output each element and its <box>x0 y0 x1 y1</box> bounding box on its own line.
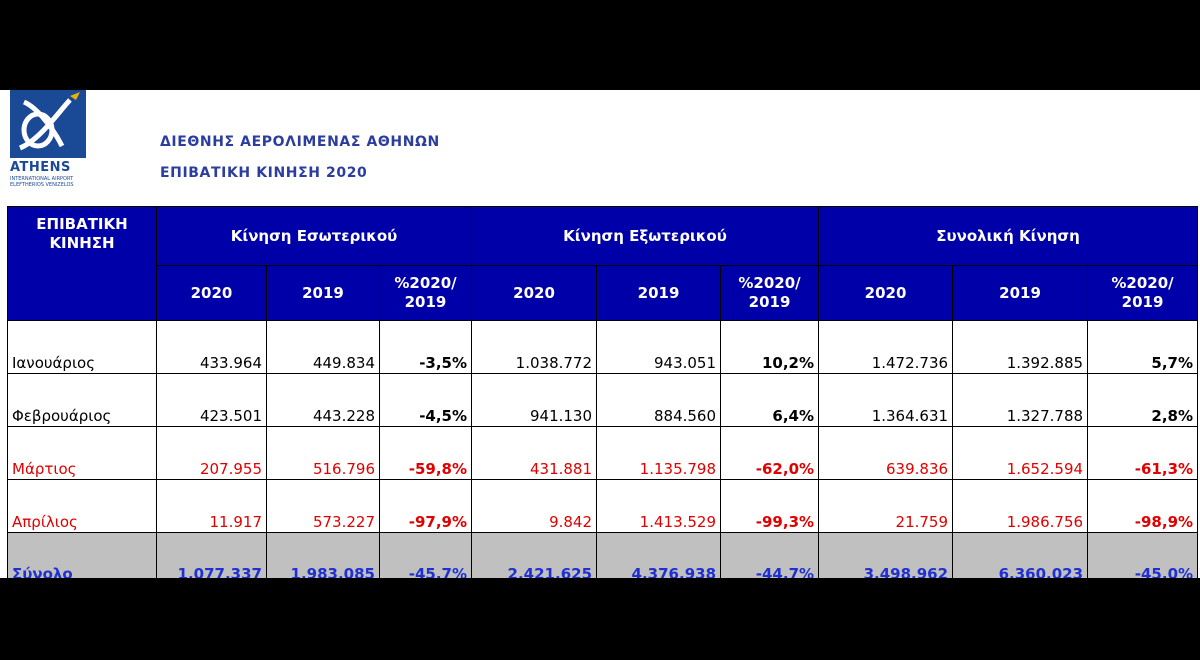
logo-subtitle-2: ELEFTHERIOS VENIZELOS <box>10 182 74 188</box>
pct-cell: 2,8% <box>1087 373 1199 427</box>
plane-swoosh-icon <box>18 92 80 151</box>
table-cell: 11.917 <box>156 479 267 533</box>
total-cell: 6.360.023 <box>952 532 1089 578</box>
total-pct-cell: -44,7% <box>720 532 820 578</box>
table-cell: 449.834 <box>266 320 380 374</box>
table-cell: 1.135.798 <box>596 426 722 480</box>
pct-cell: -4,5% <box>378 373 473 427</box>
pct-cell: -3,5% <box>378 320 473 374</box>
table-cell: 1.327.788 <box>952 373 1089 427</box>
table-row: Απρίλιος 11.917 573.227 -97,9% 9.842 1.4… <box>7 479 1199 533</box>
table-cell: 573.227 <box>266 479 380 533</box>
pct-cell: -59,8% <box>378 426 473 480</box>
table-cell: 941.130 <box>471 373 598 427</box>
total-cell: 1.983.085 <box>266 532 380 578</box>
logo-name: ATHENS <box>10 160 71 175</box>
group-header-international: Κίνηση Εξωτερικού <box>471 206 820 266</box>
table-cell: 1.652.594 <box>952 426 1089 480</box>
table-cell: 516.796 <box>266 426 380 480</box>
table-cell: 943.051 <box>596 320 722 374</box>
total-cell: 3.498.962 <box>818 532 954 578</box>
total-pct-cell: -45,7% <box>378 532 473 578</box>
pct-cell: 10,2% <box>720 320 820 374</box>
document-page: ATHENS INTERNATIONAL AIRPORT ELEFTHERIOS… <box>0 90 1200 578</box>
table-cell: 423.501 <box>156 373 267 427</box>
subheader-pct: %2020/ 2019 <box>378 265 473 321</box>
pct-cell: -62,0% <box>720 426 820 480</box>
table-cell: 1.986.756 <box>952 479 1089 533</box>
subheader-2020: 2020 <box>471 265 598 321</box>
month-label: Μάρτιος <box>7 426 157 480</box>
pct-cell: 5,7% <box>1087 320 1199 374</box>
subheader-pct: %2020/ 2019 <box>1087 265 1199 321</box>
airport-title: ΔΙΕΘΝΗΣ ΑΕΡΟΛΙΜΕΝΑΣ ΑΘΗΝΩΝ <box>160 134 440 150</box>
table-row: Μάρτιος 207.955 516.796 -59,8% 431.881 1… <box>7 426 1199 480</box>
table-row: Φεβρουάριος 423.501 443.228 -4,5% 941.13… <box>7 373 1199 427</box>
table-cell: 431.881 <box>471 426 598 480</box>
total-pct-cell: -45,0% <box>1087 532 1199 578</box>
month-label: Απρίλιος <box>7 479 157 533</box>
subheader-2019: 2019 <box>596 265 722 321</box>
subheader-2019: 2019 <box>266 265 380 321</box>
total-row: Σύνολο 1.077.337 1.983.085 -45,7% 2.421.… <box>7 532 1199 578</box>
table-cell: 639.836 <box>818 426 954 480</box>
subheader-2020: 2020 <box>156 265 267 321</box>
subheader-2019: 2019 <box>952 265 1089 321</box>
subheader-pct: %2020/ 2019 <box>720 265 820 321</box>
total-cell: 4.376.938 <box>596 532 722 578</box>
passenger-traffic-table: ΕΠΙΒΑΤΙΚΗ ΚΙΝΗΣΗ Κίνηση Εσωτερικού Κίνησ… <box>7 206 1199 578</box>
pct-cell: -97,9% <box>378 479 473 533</box>
month-label: Φεβρουάριος <box>7 373 157 427</box>
table-cell: 21.759 <box>818 479 954 533</box>
pct-cell: -99,3% <box>720 479 820 533</box>
pct-cell: -61,3% <box>1087 426 1199 480</box>
athens-airport-logo: ATHENS INTERNATIONAL AIRPORT ELEFTHERIOS… <box>8 90 88 188</box>
subheader-2020: 2020 <box>818 265 954 321</box>
table-cell: 433.964 <box>156 320 267 374</box>
group-header-total: Συνολική Κίνηση <box>818 206 1199 266</box>
table-row: Ιανουάριος 433.964 449.834 -3,5% 1.038.7… <box>7 320 1199 374</box>
report-title: ΕΠΙΒΑΤΙΚΗ ΚΙΝΗΣΗ 2020 <box>160 165 368 181</box>
table-cell: 1.472.736 <box>818 320 954 374</box>
logo-emblem <box>10 90 86 158</box>
corner-header: ΕΠΙΒΑΤΙΚΗ ΚΙΝΗΣΗ <box>7 206 157 321</box>
group-header-domestic: Κίνηση Εσωτερικού <box>155 206 473 266</box>
pct-cell: 6,4% <box>720 373 820 427</box>
total-label: Σύνολο <box>7 532 157 578</box>
total-cell: 1.077.337 <box>156 532 267 578</box>
month-label: Ιανουάριος <box>7 320 157 374</box>
table-cell: 1.392.885 <box>952 320 1089 374</box>
table-cell: 207.955 <box>156 426 267 480</box>
logo-subtitle: INTERNATIONAL AIRPORT <box>10 176 74 182</box>
table-cell: 1.038.772 <box>471 320 598 374</box>
table-cell: 1.364.631 <box>818 373 954 427</box>
table-cell: 884.560 <box>596 373 722 427</box>
pct-cell: -98,9% <box>1087 479 1199 533</box>
table-cell: 443.228 <box>266 373 380 427</box>
table-cell: 1.413.529 <box>596 479 722 533</box>
table-cell: 9.842 <box>471 479 598 533</box>
total-cell: 2.421.625 <box>471 532 598 578</box>
